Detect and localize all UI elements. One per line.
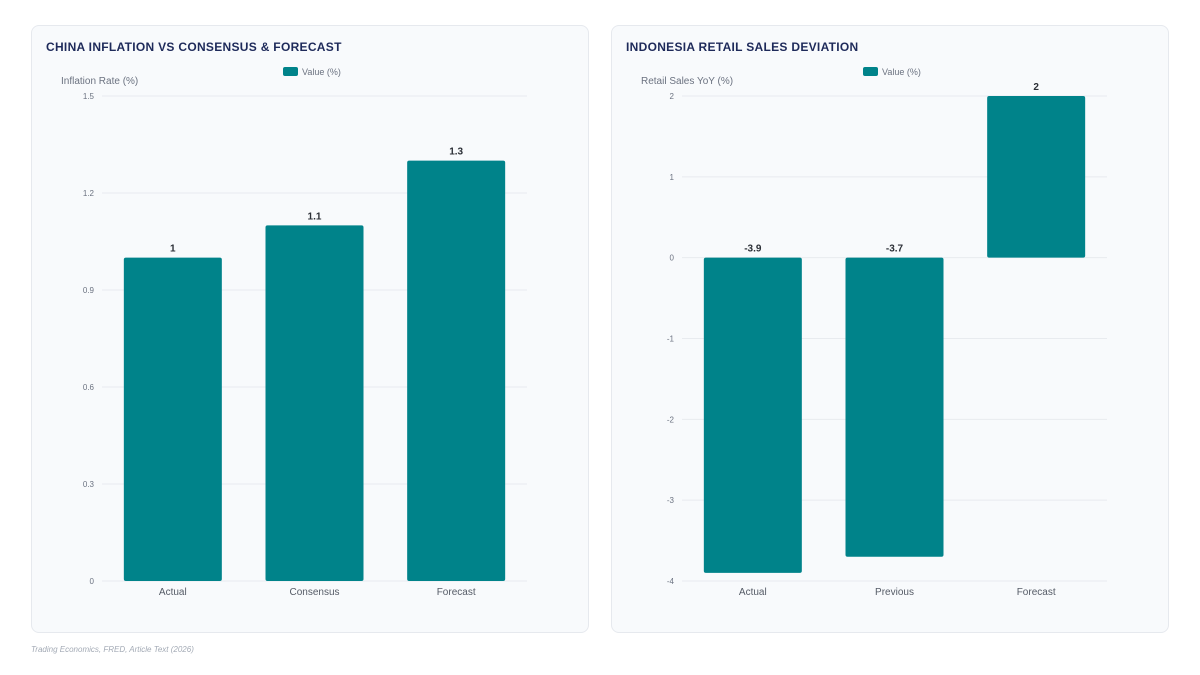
y-tick-label: -2 (667, 415, 675, 424)
data-label: 1 (170, 244, 176, 255)
chart-title: CHINA INFLATION VS CONSENSUS & FORECAST (46, 40, 342, 54)
bar (845, 257, 944, 557)
chart-panel-indonesia: INDONESIA RETAIL SALES DEVIATION -4 -3 -2-… (611, 25, 1169, 633)
y-axis-label: Inflation Rate (%) (61, 76, 138, 87)
bar (703, 257, 802, 573)
y-axis-label: Retail Sales YoY (%) (641, 76, 733, 87)
legend-label: Value (%) (302, 67, 341, 77)
bar (123, 257, 222, 581)
china-inflation-chart: 0 0.3 0.6 0.9 1.2 1.5 Inflation Rate (%) Value … (61, 67, 527, 598)
bar (265, 225, 364, 582)
data-label: 2 (1033, 82, 1039, 93)
data-label: -3.9 (744, 244, 762, 255)
y-tick-label: 1 (670, 173, 675, 182)
legend-swatch (863, 67, 878, 76)
x-tick-label: Actual (159, 587, 187, 598)
chart-title: INDONESIA RETAIL SALES DEVIATION (626, 40, 859, 54)
data-label: 1.3 (449, 147, 463, 158)
legend-label: Value (%) (882, 67, 921, 77)
y-tick-label: 1.2 (83, 189, 95, 198)
x-tick-label: Forecast (437, 587, 476, 598)
source-note: Trading Economics, FRED, Article Text (2… (31, 645, 194, 654)
legend-swatch (283, 67, 298, 76)
x-tick-label: Forecast (1017, 587, 1056, 598)
y-tick-label: 0.9 (83, 286, 95, 295)
y-tick-label: 1.5 (83, 92, 95, 101)
bar (407, 160, 506, 581)
y-tick-label: -4 (667, 577, 675, 586)
x-tick-label: Consensus (289, 587, 339, 598)
chart-panel-china: CHINA INFLATION VS CONSENSUS & FORECAST … (31, 25, 589, 633)
y-tick-label: 0 (90, 577, 95, 586)
data-label: 1.1 (308, 211, 322, 222)
y-tick-label: 2 (670, 92, 675, 101)
data-label: -3.7 (886, 244, 904, 255)
x-tick-label: Previous (875, 587, 914, 598)
y-tick-label: -3 (667, 496, 675, 505)
y-tick-label: 0 (670, 254, 675, 263)
indonesia-retail-chart: -4 -3 -2 -1 0 1 2 Retail Sales YoY (%) Value (%)… (641, 67, 1107, 598)
y-tick-label: 0.3 (83, 480, 95, 489)
x-tick-label: Actual (739, 587, 767, 598)
bar (987, 96, 1086, 258)
y-tick-label: -1 (667, 335, 675, 344)
y-tick-label: 0.6 (83, 383, 95, 392)
